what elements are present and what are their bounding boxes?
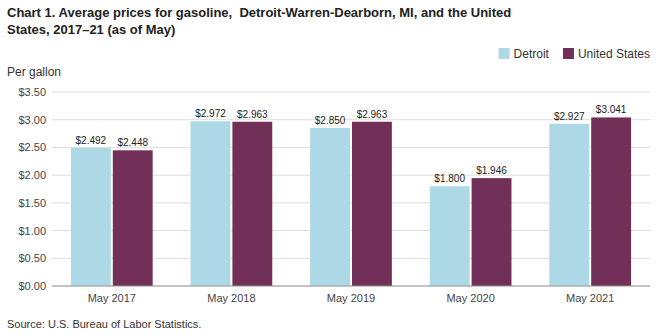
source: Source: U.S. Bureau of Labor Statistics. <box>7 318 201 330</box>
data-label: $2.963 <box>357 109 388 120</box>
legend-item: Detroit <box>499 47 550 61</box>
subtitle: States, 2017–21 (as of May) <box>7 22 175 37</box>
x-axis-line <box>52 286 650 287</box>
bar <box>472 178 512 286</box>
x-tick-label: May 2019 <box>327 292 375 304</box>
y-tick-label: $2.50 <box>18 141 46 153</box>
bar <box>430 186 470 286</box>
x-tick-label: May 2017 <box>88 292 136 304</box>
y-tick-label: $3.00 <box>18 114 46 126</box>
data-label: $1.946 <box>476 165 507 176</box>
x-tick-label: May 2021 <box>566 292 614 304</box>
bar <box>232 122 272 286</box>
y-tick-label: $0.00 <box>18 280 46 292</box>
title: Chart 1. Average prices for gasoline, De… <box>7 5 511 20</box>
y-tick-label: $3.50 <box>18 86 46 98</box>
y-tick-label: $1.50 <box>18 197 46 209</box>
x-tick-label: May 2018 <box>207 292 255 304</box>
bar <box>549 124 589 286</box>
data-label: $2.927 <box>554 111 585 122</box>
x-axis: May 2017 May 2018 May 2019 May 2020 May 2021 <box>88 292 615 304</box>
bar <box>113 150 153 286</box>
bars <box>71 117 631 286</box>
y-tick-label: $1.00 <box>18 225 46 237</box>
data-label: $1.800 <box>434 173 465 184</box>
legend: Detroit United States <box>499 47 650 61</box>
legend-swatch <box>499 48 510 59</box>
bar <box>352 122 392 286</box>
legend-swatch <box>563 48 574 59</box>
y-axis: $0.00 $0.50 $1.00 $1.50 $2.00 $2.50 $3.00 $3.50 <box>18 86 650 292</box>
x-tick-label: May 2020 <box>446 292 494 304</box>
bar <box>591 117 631 286</box>
data-label: $2.448 <box>117 137 148 148</box>
data-labels: $2.492 $2.972 $2.850 $1.800 $2.927 $2.448 $2.9… <box>76 104 627 184</box>
legend-label: Detroit <box>514 47 550 61</box>
chart: Chart 1. Average prices for gasoline, De… <box>0 0 660 334</box>
data-label: $2.972 <box>195 108 226 119</box>
y-tick-label: $0.50 <box>18 252 46 264</box>
bar <box>71 148 111 286</box>
legend-item: United States <box>563 47 650 61</box>
data-label: $3.041 <box>596 104 627 115</box>
y-axis-label: Per gallon <box>7 65 61 79</box>
data-label: $2.492 <box>76 135 107 146</box>
data-label: $2.963 <box>237 109 268 120</box>
grid-line <box>52 92 650 93</box>
data-label: $2.850 <box>315 115 346 126</box>
grid-line <box>52 286 650 287</box>
bar <box>191 121 231 286</box>
legend-label: United States <box>578 47 650 61</box>
bar <box>310 128 350 286</box>
y-tick-label: $2.00 <box>18 169 46 181</box>
